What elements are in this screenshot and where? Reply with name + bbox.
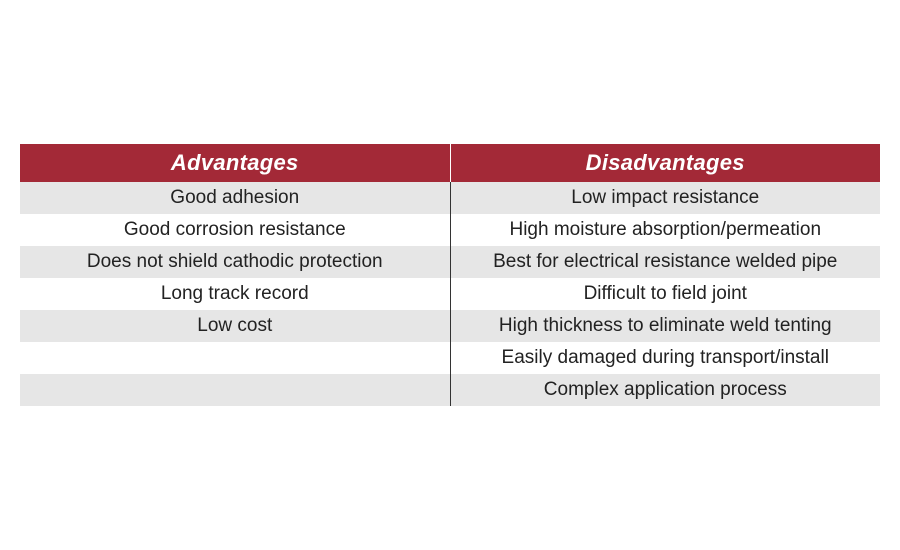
table-row: Good corrosion resistance High moisture … (20, 214, 880, 246)
advantage-cell: Good corrosion resistance (20, 214, 450, 246)
table-row: Does not shield cathodic protection Best… (20, 246, 880, 278)
column-header-advantages: Advantages (20, 144, 450, 182)
disadvantage-cell: High thickness to eliminate weld tenting (450, 310, 880, 342)
disadvantage-cell: Complex application process (450, 374, 880, 406)
advantage-cell: Does not shield cathodic protection (20, 246, 450, 278)
comparison-table-container: Advantages Disadvantages Good adhesion L… (20, 144, 880, 406)
advantage-cell (20, 342, 450, 374)
disadvantage-cell: Low impact resistance (450, 182, 880, 214)
table-row: Long track record Difficult to field joi… (20, 278, 880, 310)
disadvantage-cell: Easily damaged during transport/install (450, 342, 880, 374)
disadvantage-cell: Best for electrical resistance welded pi… (450, 246, 880, 278)
comparison-table: Advantages Disadvantages Good adhesion L… (20, 144, 880, 406)
table-body: Good adhesion Low impact resistance Good… (20, 182, 880, 406)
advantage-cell (20, 374, 450, 406)
table-header-row: Advantages Disadvantages (20, 144, 880, 182)
table-row: Easily damaged during transport/install (20, 342, 880, 374)
disadvantage-cell: Difficult to field joint (450, 278, 880, 310)
advantage-cell: Long track record (20, 278, 450, 310)
table-row: Complex application process (20, 374, 880, 406)
column-header-disadvantages: Disadvantages (450, 144, 880, 182)
advantage-cell: Good adhesion (20, 182, 450, 214)
disadvantage-cell: High moisture absorption/permeation (450, 214, 880, 246)
advantage-cell: Low cost (20, 310, 450, 342)
table-row: Good adhesion Low impact resistance (20, 182, 880, 214)
table-row: Low cost High thickness to eliminate wel… (20, 310, 880, 342)
